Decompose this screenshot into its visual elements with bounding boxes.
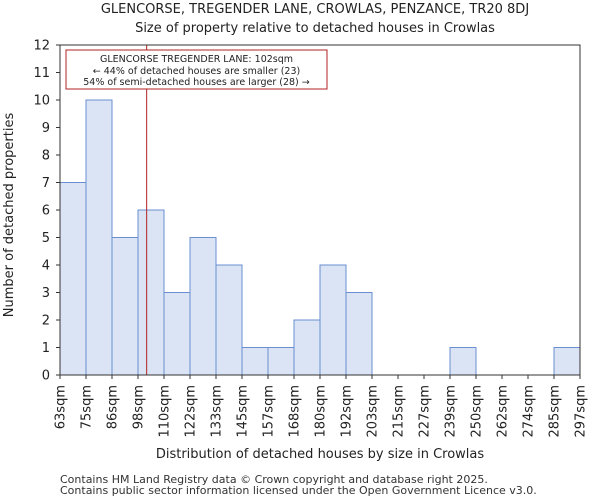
y-tick-label: 0: [42, 369, 50, 384]
annotation-rect: [65, 49, 328, 90]
annotation-line-3: 54% of semi-detached houses are larger (…: [83, 77, 310, 88]
bar-110sqm: [163, 292, 191, 376]
x-tick-label: 285sqm: [548, 385, 563, 438]
chart-subtitle: Size of property relative to detached ho…: [135, 21, 495, 36]
y-tick-label: 1: [42, 341, 50, 356]
bar-192sqm: [345, 292, 373, 376]
plot-frame: [59, 44, 581, 376]
y-tick-label: 7: [42, 176, 50, 191]
y-tick-label: 5: [42, 231, 50, 246]
x-tick-label: 86sqm: [106, 385, 121, 429]
x-tick-label: 297sqm: [574, 385, 589, 438]
bar-145sqm: [241, 347, 269, 376]
x-tick-label: 63sqm: [54, 385, 69, 429]
bar-168sqm: [293, 319, 321, 376]
x-tick-label: 75sqm: [80, 385, 95, 429]
footer-line-1: Contains HM Land Registry data © Crown c…: [60, 473, 488, 486]
y-tick-label: 9: [42, 121, 50, 136]
x-axis: 63sqm 75sqm 86sqm 98sqm 110sqm 122sqm 133sqm 14…: [54, 375, 589, 438]
x-axis-label: Distribution of detached houses by size …: [156, 447, 485, 462]
bar-86sqm: [111, 237, 139, 376]
bar-180sqm: [319, 264, 347, 376]
x-tick-label: 180sqm: [314, 385, 329, 438]
chart-title: GLENCORSE, TREGENDER LANE, CROWLAS, PENZ…: [101, 2, 529, 17]
x-tick-label: 168sqm: [288, 385, 303, 438]
x-tick-label: 98sqm: [132, 385, 147, 429]
x-tick-label: 215sqm: [392, 385, 407, 438]
bar-75sqm: [85, 99, 113, 376]
annotation-box: GLENCORSE TREGENDER LANE: 102sqm ← 44% o…: [65, 49, 328, 90]
y-tick-label: 12: [33, 39, 50, 54]
x-tick-label: 274sqm: [522, 385, 537, 438]
x-tick-label: 110sqm: [158, 385, 173, 438]
bar-63sqm: [59, 182, 87, 376]
bar-157sqm: [267, 347, 295, 376]
y-tick-label: 10: [33, 94, 50, 109]
x-tick-label: 145sqm: [236, 385, 251, 438]
x-tick-label: 122sqm: [184, 385, 199, 438]
footer-line-2: Contains public sector information licen…: [60, 484, 537, 497]
annotation-line-1: GLENCORSE TREGENDER LANE: 102sqm: [100, 54, 293, 65]
y-tick-label: 4: [42, 259, 50, 274]
y-tick-label: 11: [33, 66, 50, 81]
y-tick-label: 8: [42, 149, 50, 164]
bar-98sqm: [137, 209, 165, 376]
y-tick-label: 2: [42, 314, 50, 329]
bar-122sqm: [189, 237, 217, 376]
x-tick-label: 133sqm: [210, 385, 225, 438]
x-tick-label: 262sqm: [496, 385, 511, 438]
x-tick-label: 250sqm: [470, 385, 485, 438]
bar-133sqm: [215, 264, 243, 376]
bar-285sqm: [553, 347, 581, 376]
y-tick-label: 6: [42, 204, 50, 219]
x-tick-label: 239sqm: [444, 385, 459, 438]
y-tick-label: 3: [42, 286, 50, 301]
bar-239sqm: [449, 347, 477, 376]
x-tick-label: 227sqm: [418, 385, 433, 438]
bars-group: [59, 99, 581, 376]
x-tick-label: 203sqm: [366, 385, 381, 438]
x-tick-label: 192sqm: [340, 385, 355, 438]
annotation-line-2: ← 44% of detached houses are smaller (23…: [93, 66, 300, 77]
x-tick-label: 157sqm: [262, 385, 277, 438]
y-axis-label: Number of detached properties: [2, 113, 17, 318]
